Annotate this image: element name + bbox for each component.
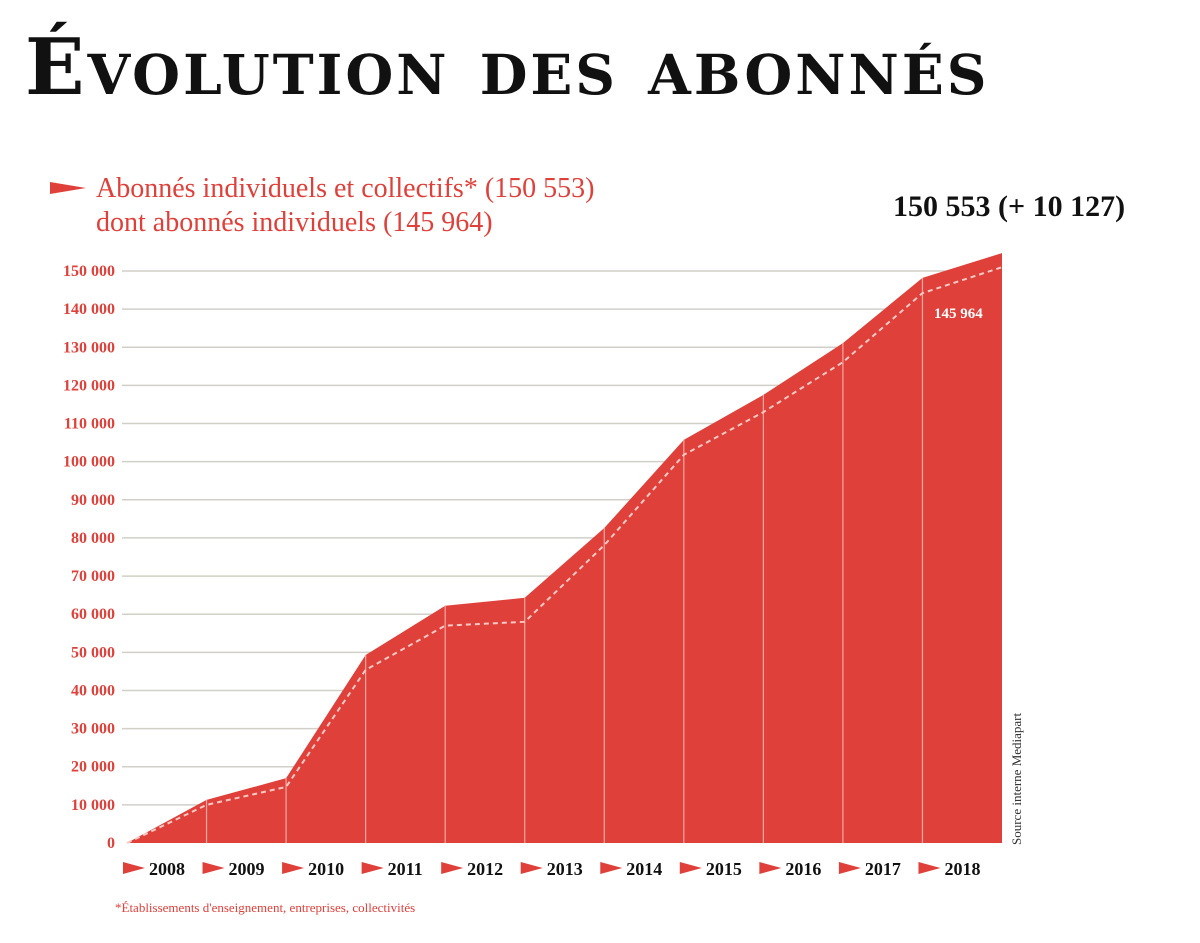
legend: Abonnés individuels et collectifs* (150 …: [50, 172, 594, 240]
x-tick-label: 2015: [706, 859, 742, 879]
y-tick-label: 100 000: [63, 454, 115, 471]
year-triangle-icon: [918, 862, 941, 874]
year-triangle-icon: [123, 862, 145, 874]
x-tick-label: 2008: [149, 859, 185, 879]
x-tick-label: 2012: [467, 859, 503, 879]
year-triangle-icon: [838, 862, 861, 874]
footnote: *Établissements d'enseignement, entrepri…: [115, 900, 416, 915]
y-tick-label: 140 000: [63, 301, 115, 318]
source-label: Source interne Mediapart: [1009, 712, 1024, 845]
legend-total: Abonnés individuels et collectifs* (150 …: [96, 173, 595, 204]
y-tick-label: 0: [107, 835, 115, 852]
year-triangle-icon: [361, 862, 384, 874]
y-tick-label: 120 000: [63, 377, 115, 394]
y-tick-label: 50 000: [71, 644, 115, 661]
x-tick-label: 2014: [626, 859, 662, 879]
total-area: [127, 253, 1002, 843]
year-triangle-icon: [520, 862, 543, 874]
y-tick-label: 110 000: [64, 416, 115, 433]
year-triangle-icon: [282, 862, 305, 874]
x-tick-label: 2018: [944, 859, 980, 879]
y-tick-label: 150 000: [63, 263, 115, 280]
legend-triangle-icon: [50, 182, 86, 194]
x-tick-label: 2017: [865, 859, 901, 879]
y-tick-label: 130 000: [63, 339, 115, 356]
y-tick-label: 20 000: [71, 759, 115, 776]
x-tick-label: 2009: [229, 859, 265, 879]
x-tick-label: 2016: [785, 859, 821, 879]
x-tick-label: 2010: [308, 859, 344, 879]
year-triangle-icon: [202, 862, 225, 874]
y-tick-label: 30 000: [71, 721, 115, 738]
y-tick-label: 40 000: [71, 682, 115, 699]
y-tick-label: 60 000: [71, 606, 115, 623]
y-tick-label: 70 000: [71, 568, 115, 585]
year-triangle-icon: [600, 862, 623, 874]
year-triangle-icon: [759, 862, 782, 874]
x-tick-label: 2013: [547, 859, 583, 879]
y-tick-label: 80 000: [71, 530, 115, 547]
y-tick-label: 90 000: [71, 492, 115, 509]
individual-dashed-line: [126, 266, 1003, 844]
legend-individual: dont abonnés individuels (145 964): [96, 207, 493, 238]
year-triangle-icon: [441, 862, 464, 874]
x-tick-label: 2011: [388, 859, 423, 879]
total-annotation: 150 553 (+ 10 127): [893, 190, 1126, 223]
end-value-label: 145 964: [934, 306, 983, 322]
y-tick-label: 10 000: [71, 797, 115, 814]
chart-title: Évolution des abonnés: [25, 22, 990, 113]
year-triangle-icon: [679, 862, 702, 874]
